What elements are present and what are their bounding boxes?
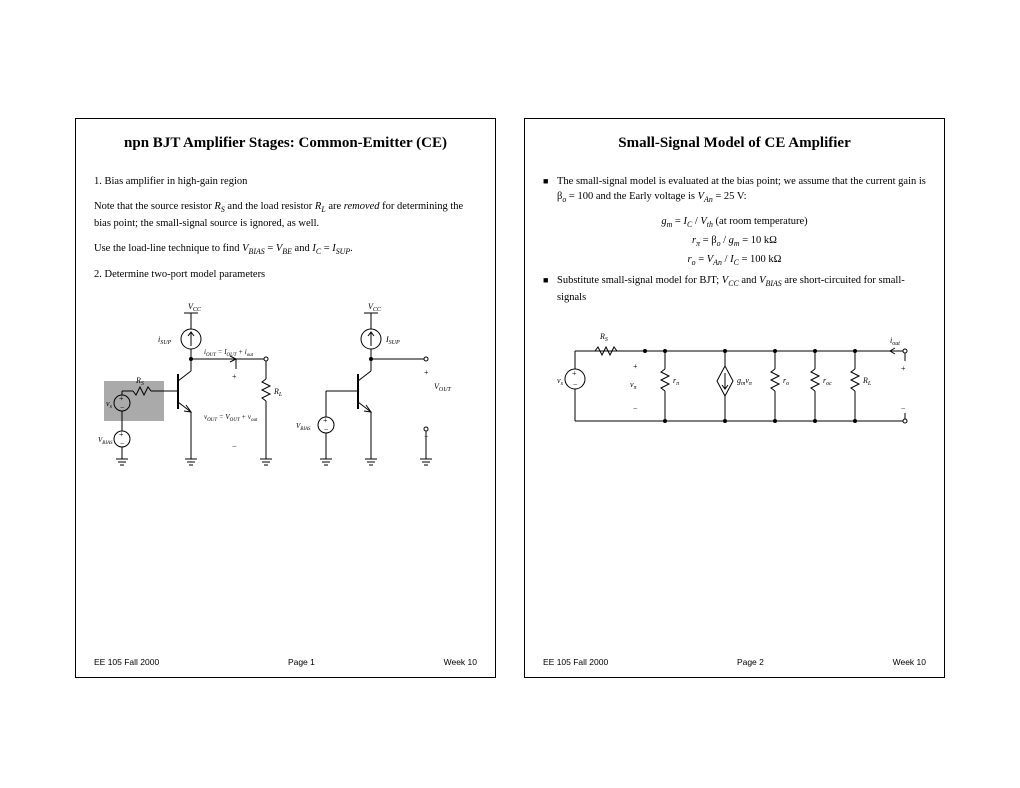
bullet-marker-icon: ■ <box>543 174 557 206</box>
svg-text:VCC: VCC <box>188 302 202 313</box>
slide1-title: npn BJT Amplifier Stages: Common-Emitter… <box>94 135 477 152</box>
slide2-body: ■ The small-signal model is evaluated at… <box>543 174 926 315</box>
svg-text:−: − <box>573 380 578 389</box>
slide2-diagram: + − vs RS + vπ − rπ <box>543 321 926 647</box>
svg-text:+: + <box>119 430 124 439</box>
svg-text:−: − <box>324 425 329 434</box>
slide1-p4: 2. Determine two-port model parameters <box>94 267 477 282</box>
svg-text:−: − <box>232 442 237 451</box>
svg-text:−: − <box>901 404 906 413</box>
slide-1: npn BJT Amplifier Stages: Common-Emitter… <box>75 118 496 678</box>
slide2-title: Small-Signal Model of CE Amplifier <box>543 135 926 152</box>
svg-text:+: + <box>232 372 237 381</box>
footer-right: Week 10 <box>444 657 477 667</box>
svg-text:VCC: VCC <box>368 302 382 313</box>
svg-text:rπ: rπ <box>673 376 680 387</box>
svg-text:ISUP: ISUP <box>385 335 400 346</box>
circuit-diagram-1: VCC iSUP iOUT = IOUT + iout <box>96 299 476 499</box>
slide1-body: 1. Bias amplifier in high-gain region No… <box>94 174 477 293</box>
footer-left: EE 105 Fall 2000 <box>94 657 159 667</box>
svg-text:iOUT = IOUT + iout: iOUT = IOUT + iout <box>204 348 254 358</box>
slide2-bullet-1: ■ The small-signal model is evaluated at… <box>543 174 926 206</box>
footer-mid: Page 2 <box>737 657 764 667</box>
svg-text:vπ: vπ <box>630 380 638 391</box>
slide2-eq3: ro = VAn / IC = 100 kΩ <box>543 254 926 267</box>
slide2-eq1: gm = IC / Vth (at room temperature) <box>543 216 926 229</box>
svg-text:−: − <box>120 403 125 412</box>
svg-text:RL: RL <box>273 387 283 398</box>
svg-text:gmvπ: gmvπ <box>737 376 753 387</box>
svg-text:VBIAS: VBIAS <box>296 422 311 432</box>
svg-text:vOUT = VOUT + vout: vOUT = VOUT + vout <box>204 413 258 423</box>
svg-text:RS: RS <box>599 332 608 343</box>
slide1-p2: Note that the source resistor RS and the… <box>94 199 477 231</box>
footer-left: EE 105 Fall 2000 <box>543 657 608 667</box>
slide2-bullet-2: ■ Substitute small-signal model for BJT;… <box>543 273 926 305</box>
svg-text:+: + <box>323 416 328 425</box>
svg-text:vs: vs <box>557 376 564 387</box>
svg-text:VBIAS: VBIAS <box>98 436 113 446</box>
footer-right: Week 10 <box>893 657 926 667</box>
svg-text:+: + <box>901 364 906 373</box>
svg-text:+: + <box>633 362 638 371</box>
slide1-p3: Use the load-line technique to find VBIA… <box>94 241 477 258</box>
svg-text:iSUP: iSUP <box>158 335 172 346</box>
slide2-eq2: rπ = βo / gm = 10 kΩ <box>543 235 926 248</box>
footer-mid: Page 1 <box>288 657 315 667</box>
slide1-p1: 1. Bias amplifier in high-gain region <box>94 174 477 189</box>
svg-text:−: − <box>120 439 125 448</box>
slide-2: Small-Signal Model of CE Amplifier ■ The… <box>524 118 945 678</box>
svg-text:RL: RL <box>862 376 872 387</box>
svg-text:ro: ro <box>783 376 789 387</box>
svg-text:+: + <box>572 369 577 378</box>
slide1-footer: EE 105 Fall 2000 Page 1 Week 10 <box>94 657 477 667</box>
svg-text:roc: roc <box>823 376 832 387</box>
svg-text:+: + <box>119 394 124 403</box>
svg-text:−: − <box>633 404 638 413</box>
circuit-diagram-2: + − vs RS + vπ − rπ <box>545 321 925 451</box>
svg-text:+: + <box>424 368 429 377</box>
slide1-diagram: VCC iSUP iOUT = IOUT + iout <box>94 299 477 647</box>
bullet-marker-icon: ■ <box>543 273 557 305</box>
svg-text:VOUT: VOUT <box>434 382 452 393</box>
slide2-footer: EE 105 Fall 2000 Page 2 Week 10 <box>543 657 926 667</box>
svg-text:iout: iout <box>890 336 900 347</box>
